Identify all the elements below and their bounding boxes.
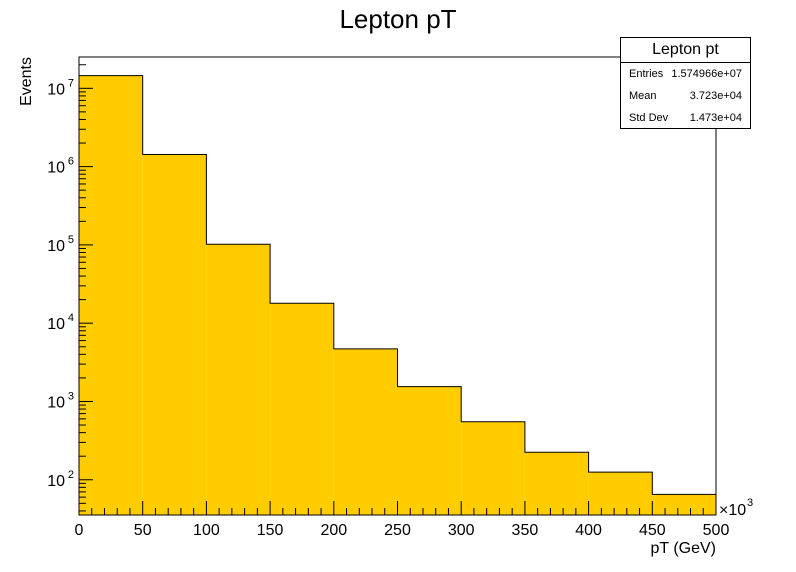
- histogram-outline: [78, 75, 717, 515]
- histogram-bar: [461, 421, 525, 515]
- x-axis-multiplier: ×10: [719, 502, 746, 519]
- y-tick-label: 10: [47, 473, 65, 490]
- x-tick-label: 200: [320, 522, 347, 539]
- y-tick-label: 10: [47, 160, 65, 177]
- y-tick-label: 10: [47, 81, 65, 98]
- stats-label: Entries: [629, 68, 664, 80]
- stats-row-stddev: Std Dev 1.473e+04: [621, 107, 750, 129]
- y-tick-exponent: 7: [68, 77, 74, 89]
- histogram-bar: [142, 154, 207, 515]
- stats-value: 1.574966e+07: [671, 68, 742, 80]
- y-tick-label: 10: [47, 394, 65, 411]
- stats-label: Std Dev: [629, 112, 669, 124]
- histogram-bar: [652, 494, 716, 515]
- x-tick-label: 400: [575, 522, 602, 539]
- x-tick-label: 0: [75, 522, 84, 539]
- stats-box: Lepton pt Entries 1.574966e+07 Mean 3.72…: [620, 37, 751, 129]
- y-tick-exponent: 5: [68, 234, 74, 246]
- histogram-bar: [333, 348, 398, 515]
- x-axis-multiplier-exponent: 3: [747, 497, 753, 509]
- histogram-bar: [397, 386, 462, 515]
- stats-row-mean: Mean 3.723e+04: [621, 85, 750, 107]
- histogram-bar: [524, 452, 589, 515]
- stats-value: 1.473e+04: [689, 112, 742, 124]
- y-tick-label: 10: [47, 238, 65, 255]
- stats-row-entries: Entries 1.574966e+07: [621, 63, 750, 85]
- x-tick-label: 250: [384, 522, 411, 539]
- x-tick-label: 150: [257, 522, 284, 539]
- y-tick-exponent: 2: [68, 469, 74, 481]
- x-tick-label: 100: [193, 522, 220, 539]
- y-tick-exponent: 3: [68, 390, 74, 402]
- y-tick-exponent: 4: [68, 312, 74, 324]
- y-tick-exponent: 6: [68, 156, 74, 168]
- y-tick-label: 10: [47, 316, 65, 333]
- x-tick-label: 450: [639, 522, 666, 539]
- stats-box-title: Lepton pt: [621, 38, 750, 63]
- x-tick-label: 50: [134, 522, 152, 539]
- y-axis-label: Events: [18, 57, 35, 106]
- chart-title: Lepton pT: [339, 4, 457, 34]
- x-tick-label: 300: [448, 522, 475, 539]
- x-tick-label: 500: [703, 522, 730, 539]
- histogram-bar: [588, 472, 653, 515]
- stats-label: Mean: [629, 90, 657, 102]
- histogram-bar: [79, 75, 143, 515]
- histogram-bar: [206, 244, 271, 515]
- x-axis-label: pT (GeV): [651, 540, 717, 557]
- x-tick-label: 350: [512, 522, 539, 539]
- stats-value: 3.723e+04: [689, 90, 742, 102]
- histogram-bar: [270, 303, 334, 515]
